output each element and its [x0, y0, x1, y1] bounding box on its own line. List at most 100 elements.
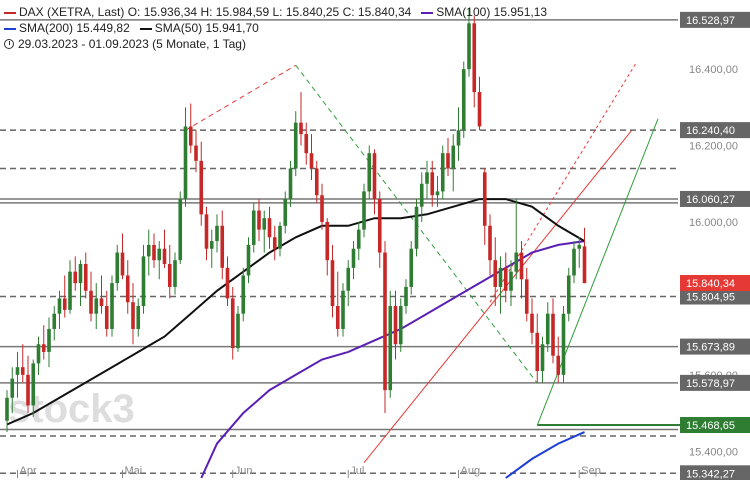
- sma50-swatch: [139, 27, 152, 30]
- candle-body: [236, 313, 240, 349]
- level-lines: [0, 19, 750, 475]
- candle-body: [304, 134, 309, 154]
- candle-body: [309, 153, 314, 169]
- candle-body: [346, 267, 351, 291]
- candle-body: [215, 225, 219, 242]
- x-tick-label: Jun: [235, 465, 253, 477]
- candle-body: [178, 199, 183, 261]
- candle-body: [566, 275, 571, 314]
- legend-high: H: 15.984,59: [200, 5, 270, 19]
- candle-body: [435, 191, 440, 196]
- trendline: [536, 118, 659, 426]
- candle-body: [488, 225, 492, 261]
- legend-open: O: 15.936,34: [127, 5, 198, 19]
- candle-body: [204, 214, 209, 249]
- x-tick-label: Aug: [461, 465, 481, 477]
- candle-body: [83, 264, 88, 291]
- level-tag-label: 16.528,97: [686, 15, 735, 27]
- candle-body: [446, 153, 450, 169]
- legend-period: (5 Monate, 1 Tag): [152, 37, 246, 51]
- legend-sma50-value: 15.941,70: [205, 21, 259, 35]
- y-axis: 16.400,0016.200,0016.000,0015.600,0015.4…: [689, 64, 738, 458]
- candle-body: [325, 221, 330, 261]
- candle-body: [493, 260, 498, 287]
- candle-body: [356, 229, 361, 249]
- trendline: [185, 64, 297, 131]
- candle-body: [372, 153, 377, 200]
- clock-icon: [4, 39, 14, 49]
- candle-body: [278, 225, 282, 249]
- candle-body: [456, 130, 461, 146]
- candle-body: [162, 248, 167, 265]
- level-tag: [680, 338, 750, 355]
- legend-sma50-label: SMA(50): [154, 21, 203, 35]
- candle-body: [404, 286, 408, 307]
- candle-body: [362, 191, 366, 230]
- candle-body: [540, 344, 545, 372]
- level-tag-label: 16.060,27: [686, 194, 735, 206]
- candle-body: [94, 298, 99, 314]
- candle-body: [20, 367, 25, 375]
- candle-body: [188, 126, 193, 146]
- legend-range: 29.03.2023 - 01.09.2023: [18, 37, 149, 51]
- level-tag: [680, 11, 750, 28]
- candle-body: [503, 267, 508, 291]
- candle-body: [57, 298, 62, 314]
- legend-close: C: 15.840,34: [342, 5, 412, 19]
- candle-body: [535, 332, 540, 372]
- candle-body: [293, 122, 298, 169]
- candle-body: [514, 252, 519, 272]
- sma100-swatch: [421, 11, 434, 14]
- candle-body: [194, 145, 198, 161]
- candle-body: [41, 344, 46, 352]
- x-axis: Apr Mai Jun Jul Aug Sep: [17, 465, 601, 478]
- y-tick-label: 16.400,00: [689, 64, 738, 76]
- candle-body: [78, 264, 83, 284]
- candle-body: [577, 244, 582, 249]
- candle-body: [220, 225, 225, 268]
- level-tag-label: 15.804,95: [686, 292, 735, 304]
- last-price-tag: [680, 274, 750, 291]
- level-tag-label: 15.578,97: [686, 378, 735, 390]
- candle-body: [152, 244, 156, 261]
- candle-body: [498, 267, 503, 287]
- candles: [5, 8, 587, 433]
- candle-body: [104, 306, 109, 329]
- y-tick-label: 16.000,00: [689, 217, 738, 229]
- level-tag-label: 15.468,65: [686, 420, 735, 432]
- candle-body: [283, 199, 288, 226]
- y-tick-label: 15.400,00: [689, 446, 738, 458]
- level-tag: [680, 374, 750, 391]
- candle-body: [125, 275, 130, 303]
- level-tag: [680, 122, 750, 139]
- legend-row-range: 29.03.2023 - 01.09.2023 (5 Monate, 1 Tag…: [4, 36, 547, 52]
- candle-body: [477, 92, 482, 127]
- candle-body: [251, 210, 256, 245]
- candle-body: [209, 241, 214, 249]
- candle-body: [115, 252, 120, 284]
- candle-body: [430, 172, 435, 196]
- level-tag: [680, 417, 750, 434]
- legend-row-sma: SMA(200) 15.449,82 SMA(50) 15.941,70: [4, 20, 547, 36]
- candle-body: [10, 378, 15, 398]
- candle-body: [524, 279, 529, 314]
- candle-body: [99, 298, 104, 307]
- candle-body: [440, 153, 445, 192]
- candle-body: [467, 23, 471, 70]
- legend-sma200-value: 15.449,82: [76, 21, 130, 35]
- sma50-line: [6, 198, 586, 426]
- candle-body: [425, 172, 429, 184]
- candle-body: [419, 183, 424, 207]
- candle-body: [272, 237, 277, 249]
- y-tick-label: 16.200,00: [689, 141, 738, 153]
- last-price-label: 15.840,34: [686, 278, 735, 290]
- trendline: [489, 61, 638, 303]
- candle-body: [157, 248, 162, 261]
- candle-body: [146, 244, 151, 257]
- candle-body: [556, 355, 561, 375]
- candle-body: [482, 172, 487, 226]
- x-tick-label: Mai: [125, 465, 143, 477]
- x-tick-label: Jul: [350, 465, 364, 477]
- moving-averages: [6, 198, 586, 479]
